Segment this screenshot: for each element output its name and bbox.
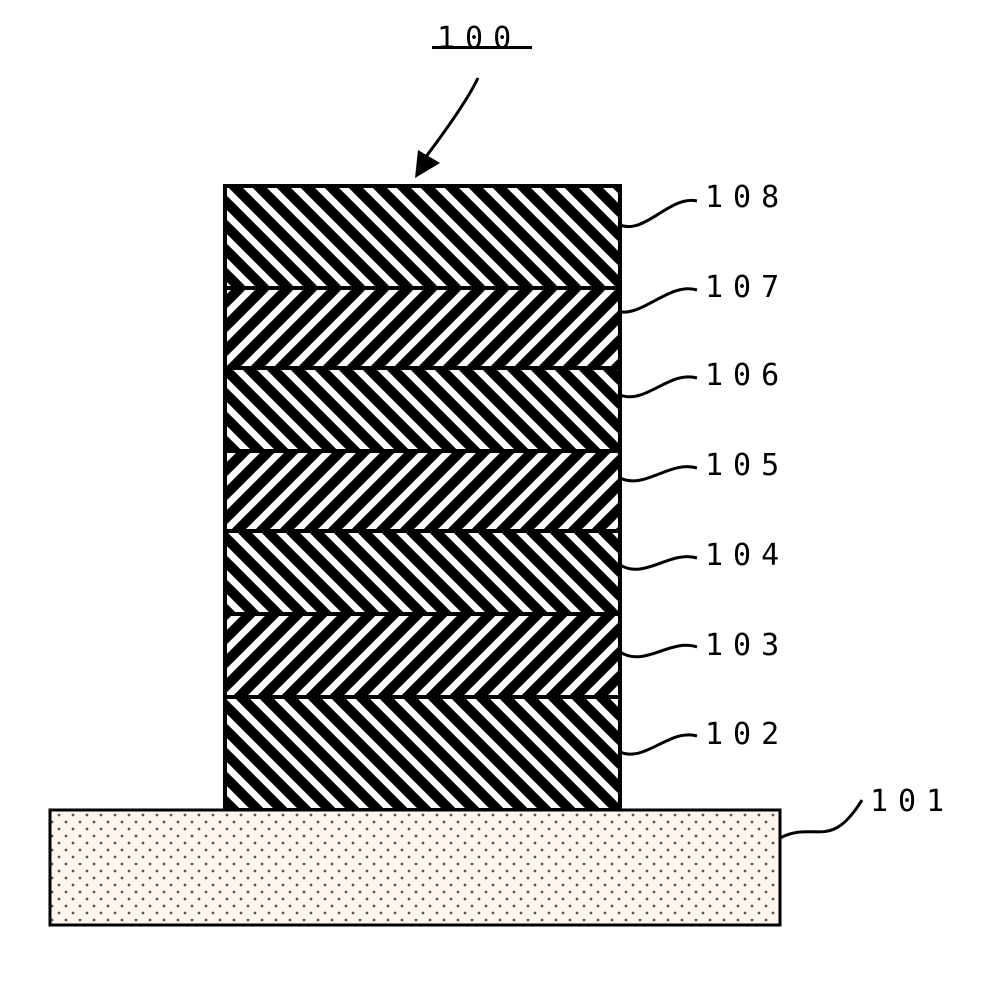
leader-line-103 [620,645,697,657]
leader-line-105 [620,467,697,481]
layer-107 [225,288,620,368]
layer-108 [225,186,620,288]
layer-label-108: 108 [705,180,789,215]
substrate-101 [50,810,780,925]
layer-label-104: 104 [705,538,789,573]
layer-105 [225,451,620,531]
leader-line-106 [620,377,697,397]
layer-stack-diagram: 100 108 107 106 105 104 103 102 101 [0,0,999,995]
leader-line-108 [620,200,697,226]
layer-label-105: 105 [705,448,789,483]
leader-line-104 [620,557,697,570]
leader-line-102 [620,735,697,754]
layer-104 [225,531,620,614]
layer-103 [225,614,620,697]
layer-102 [225,697,620,810]
leader-line-101 [780,800,862,838]
layer-label-103: 103 [705,628,789,663]
layer-label-107: 107 [705,270,789,305]
figure-reference-number: 100 [437,21,521,56]
title-arrow-curve [425,78,478,158]
layer-106 [225,368,620,451]
diagram-svg [0,0,999,995]
substrate-label-101: 101 [870,784,954,819]
leader-line-107 [620,289,697,312]
layer-label-102: 102 [705,717,789,752]
title-underline [432,46,532,49]
layer-label-106: 106 [705,358,789,393]
